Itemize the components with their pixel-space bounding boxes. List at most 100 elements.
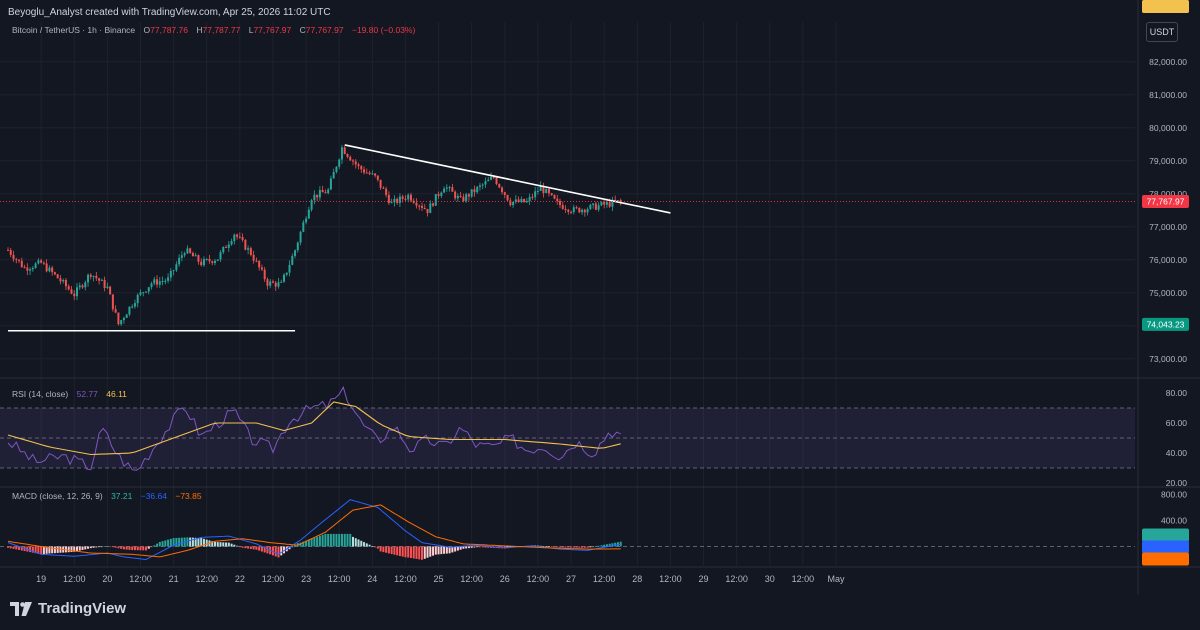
- candle-body: [133, 303, 136, 307]
- candle-body: [517, 199, 520, 203]
- candle-body: [611, 199, 614, 207]
- macd-histogram-bar: [550, 546, 553, 548]
- candle-body: [216, 259, 219, 261]
- macd-histogram-bar: [605, 544, 608, 547]
- candle-body: [398, 196, 401, 204]
- macd-histogram-bar: [363, 542, 366, 547]
- time-tick-label: 24: [367, 574, 377, 584]
- rsi-legend[interactable]: RSI (14, close) 52.77 46.11: [12, 389, 127, 399]
- candle-body: [520, 198, 523, 203]
- price-tick-label: 73,000.00: [1149, 354, 1187, 364]
- tradingview-logo[interactable]: TradingView: [10, 600, 126, 617]
- macd-histogram-bar: [200, 538, 203, 547]
- macd-histogram-bar: [244, 546, 247, 549]
- candle-body: [550, 193, 553, 196]
- macd-histogram-bar: [222, 542, 225, 547]
- macd-histogram-bar: [396, 546, 399, 556]
- macd-histogram-bar: [432, 546, 435, 556]
- rsi-ma-value: 46.11: [106, 389, 127, 399]
- candle-body: [443, 188, 446, 193]
- candle-body: [327, 189, 330, 194]
- macd-histogram-bar: [164, 540, 167, 547]
- currency-button[interactable]: USDT: [1146, 22, 1178, 42]
- time-tick-label: 12:00: [394, 574, 417, 584]
- macd-histogram-bar: [603, 544, 606, 547]
- candle-body: [451, 187, 454, 192]
- candle-body: [92, 275, 95, 277]
- macd-histogram-bar: [619, 541, 622, 547]
- candle-body: [7, 249, 9, 251]
- candle-body: [302, 222, 305, 232]
- candle-body: [145, 291, 147, 293]
- macd-histogram-bar: [48, 546, 51, 554]
- macd-histogram-bar: [564, 546, 567, 548]
- macd-value-badge-bg: [1142, 528, 1189, 542]
- candle-body: [34, 263, 37, 268]
- candle-body: [29, 269, 32, 271]
- macd-histogram-bar: [443, 546, 446, 554]
- candle-body: [575, 207, 578, 209]
- candle-body: [354, 161, 357, 165]
- candle-body: [556, 198, 559, 202]
- candle-body: [426, 208, 429, 214]
- macd-histogram-bar: [153, 545, 156, 547]
- macd-histogram-bar: [142, 546, 145, 551]
- candle-body: [547, 189, 550, 194]
- macd-histogram-bar: [467, 546, 470, 549]
- candle-body: [407, 194, 410, 200]
- macd-histogram-bar: [194, 537, 197, 547]
- candle-body: [614, 199, 617, 202]
- candle-body: [211, 261, 214, 263]
- macd-histogram-bar: [131, 546, 134, 551]
- candle-body: [67, 286, 70, 290]
- candle-body: [514, 199, 517, 202]
- candle-body: [109, 286, 112, 295]
- macd-legend[interactable]: MACD (close, 12, 26, 9) 37.21 −36.64 −73…: [12, 491, 202, 501]
- time-tick-label: 21: [169, 574, 179, 584]
- macd-histogram-bar: [376, 546, 379, 549]
- candle-body: [583, 209, 586, 213]
- macd-histogram-bar: [241, 546, 244, 548]
- candle-body: [186, 248, 189, 254]
- candle-body: [285, 272, 288, 275]
- macd-histogram-bar: [294, 545, 297, 547]
- candle-body: [434, 194, 437, 206]
- candle-body: [454, 191, 457, 199]
- high-label: H: [196, 25, 203, 35]
- candle-body: [492, 177, 495, 179]
- candle-body: [498, 184, 501, 188]
- candle-body: [15, 259, 18, 261]
- macd-histogram-bar: [20, 546, 23, 551]
- macd-histogram-bar: [374, 546, 377, 548]
- macd-histogram-bar: [178, 537, 181, 547]
- trend-lines[interactable]: [8, 144, 671, 332]
- candle-body: [260, 267, 263, 270]
- candle-body: [202, 259, 205, 266]
- macd-histogram-bar: [106, 545, 109, 547]
- candle-body: [18, 259, 21, 261]
- candle-body: [103, 279, 106, 288]
- macd-histogram-bar: [343, 533, 346, 547]
- macd-hist-value: −73.85: [175, 491, 202, 501]
- macd-histogram-bar: [600, 545, 603, 547]
- candle-body: [59, 278, 62, 282]
- price-tick-label: 77,000.00: [1149, 222, 1187, 232]
- macd-histogram-bar: [9, 546, 12, 549]
- candle-body: [227, 244, 230, 248]
- macd-histogram-bar: [305, 540, 308, 547]
- symbol-legend: Bitcoin / TetherUS · 1h · Binance O77,78…: [12, 25, 415, 35]
- symbol-name[interactable]: Bitcoin / TetherUS · 1h · Binance: [12, 25, 136, 35]
- candle-body: [153, 279, 156, 284]
- candle-body: [219, 252, 222, 260]
- macd-tick-label: 800.00: [1161, 490, 1187, 500]
- candle-body: [385, 188, 388, 195]
- macd-histogram-bar: [365, 543, 368, 547]
- candle-body: [616, 200, 619, 202]
- candle-body: [506, 195, 509, 201]
- time-tick-label: 30: [765, 574, 775, 584]
- macd-histogram-bar: [186, 537, 189, 547]
- macd-histogram-bar: [283, 546, 285, 554]
- macd-histogram-bar: [120, 546, 123, 549]
- price-tick-label: 75,000.00: [1149, 288, 1187, 298]
